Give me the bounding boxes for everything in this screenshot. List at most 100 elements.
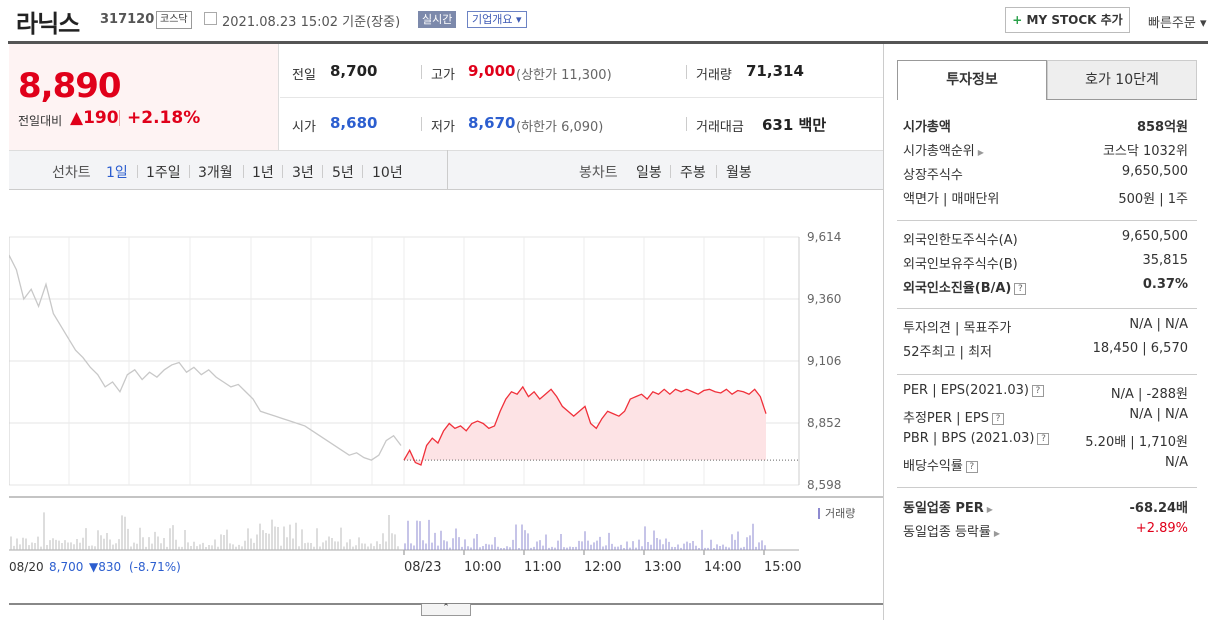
volume-label: 거래량 — [825, 507, 855, 520]
tab-order-book[interactable]: 호가 10단계 — [1047, 60, 1197, 100]
help-icon[interactable]: ? — [965, 461, 978, 473]
top-bar: 라닉스 317120 코스닥 2021.08.23 15:02 기준(장중) 실… — [0, 0, 1214, 42]
quote-separator — [686, 117, 687, 131]
upper-limit: (상한가 11,300) — [516, 68, 612, 83]
tab-separator — [362, 165, 363, 178]
add-mystock-button[interactable]: + MY STOCK 추가 — [1005, 7, 1130, 33]
info-value: 18,450 | 6,570 — [1092, 341, 1188, 356]
stock-name: 라닉스 — [16, 10, 80, 38]
info-label: 외국인한도주식수(A) — [903, 229, 1018, 248]
tab-5years[interactable]: 5년 — [332, 165, 354, 181]
quick-order-dropdown[interactable]: 빠른주문 ▾ — [1148, 16, 1207, 31]
info-label[interactable]: 배당수익률? — [903, 455, 978, 474]
line-chart-label: 선차트 — [52, 165, 91, 181]
info-label[interactable]: PBR | BPS (2021.03)? — [903, 431, 1050, 446]
x-tick-label: 14:00 — [704, 560, 741, 575]
tab-daily-candle[interactable]: 일봉 — [636, 165, 662, 181]
info-label-text: 배당수익률 — [903, 459, 963, 474]
info-label-text: 52주최고 | 최저 — [903, 345, 992, 360]
x-tick-label: 11:00 — [524, 560, 561, 575]
add-mystock-label: MY STOCK 추가 — [1026, 13, 1123, 27]
tab-separator — [243, 165, 244, 178]
prev-close-label: 전일 — [292, 68, 316, 83]
info-value: N/A | N/A — [1129, 407, 1188, 422]
help-icon[interactable]: ? — [1031, 385, 1044, 397]
info-label[interactable]: 시가총액순위 ▶ — [903, 140, 984, 159]
chart-series — [8, 254, 799, 466]
info-label[interactable]: 추정PER | EPS? — [903, 407, 1004, 426]
info-value: N/A — [1165, 455, 1188, 470]
tab-10years[interactable]: 10년 — [372, 165, 403, 181]
change-separator — [119, 110, 120, 126]
price-chart[interactable]: 9,614 9,360 9,106 8,852 8,598 08/23 10:00 11:00… — [8, 190, 883, 605]
info-label[interactable]: 외국인소진율(B/A)? — [903, 277, 1027, 296]
info-value: 9,650,500 — [1121, 229, 1188, 244]
tab-weekly-candle[interactable]: 주봉 — [680, 165, 706, 181]
candle-chart-label: 봉차트 — [579, 165, 618, 181]
amount-label: 거래대금 — [696, 120, 744, 135]
calendar-icon — [204, 12, 217, 25]
today-area — [404, 386, 766, 465]
info-label: 시가총액 — [903, 116, 951, 135]
info-label: 액면가 | 매매단위 — [903, 188, 999, 207]
info-label[interactable]: 동일업종 PER ▶ — [903, 497, 993, 516]
tab-1week[interactable]: 1주일 — [146, 165, 181, 181]
company-overview-dropdown[interactable]: 기업개요 ▾ — [467, 11, 527, 28]
quote-separator — [686, 65, 687, 79]
change-label: 전일대비 — [18, 114, 63, 128]
chevron-right-icon[interactable]: ▶ — [986, 505, 993, 514]
change-amount: ▲190 — [70, 108, 119, 128]
tab-3years[interactable]: 3년 — [292, 165, 314, 181]
info-label-text: 시가총액순위 — [903, 144, 975, 159]
volume-value: 71,314 — [746, 62, 804, 80]
info-label-text: 외국인보유주식수(B) — [903, 257, 1018, 272]
info-label: 투자의견 | 목표주가 — [903, 317, 1011, 336]
tab-1day[interactable]: 1일 — [106, 165, 128, 181]
open-value: 8,680 — [330, 114, 378, 132]
info-value: 코스닥 1032위 — [1102, 144, 1188, 159]
y-tick-label: 8,852 — [807, 416, 841, 430]
info-value: 5.20배 | 1,710원 — [1085, 435, 1188, 450]
y-tick-label: 9,106 — [807, 354, 841, 368]
quote-row-divider — [280, 97, 883, 98]
info-label-text: 액면가 | 매매단위 — [903, 192, 1000, 207]
info-value: 9,650,500 — [1121, 164, 1188, 179]
x-tick-label: 12:00 — [584, 560, 621, 575]
chart-ticks: 9,614 9,360 9,106 8,852 8,598 08/23 10:00 11:00… — [9, 230, 841, 575]
info-label-text: 동일업종 등락률 — [903, 525, 991, 540]
amount-unit: 백만 — [798, 116, 827, 134]
tab-1year[interactable]: 1년 — [252, 165, 274, 181]
info-label-text: 외국인소진율(B/A) — [903, 281, 1012, 296]
chevron-right-icon[interactable]: ▶ — [993, 529, 1001, 538]
collapse-button[interactable]: ⌃ — [421, 604, 471, 616]
info-value: N/A | -288원 — [1110, 387, 1188, 402]
volume-label: 거래량 — [696, 68, 732, 83]
help-icon[interactable]: ? — [1037, 433, 1050, 445]
chart-period-bar — [9, 150, 883, 190]
info-group-divider — [897, 374, 1197, 375]
help-icon[interactable]: ? — [991, 413, 1004, 425]
amount-value: 631 백만 — [762, 114, 826, 135]
info-value: N/A | N/A — [1129, 317, 1188, 332]
info-label: 외국인보유주식수(B) — [903, 253, 1018, 272]
chevron-right-icon[interactable]: ▶ — [977, 148, 984, 157]
y-tick-label: 8,598 — [807, 478, 841, 492]
as-of-time: 2021.08.23 15:02 기준(장중) — [222, 15, 401, 30]
info-label[interactable]: PER | EPS(2021.03)? — [903, 383, 1044, 398]
open-label: 시가 — [292, 120, 316, 135]
tab-investment-info[interactable]: 투자정보 — [897, 60, 1047, 100]
tab-3months[interactable]: 3개월 — [198, 165, 233, 181]
price-box — [9, 44, 279, 150]
info-value: -68.24배 — [1129, 501, 1188, 516]
tab-monthly-candle[interactable]: 월봉 — [726, 165, 752, 181]
period-bar-divider — [447, 150, 448, 190]
investment-info-panel — [883, 44, 1209, 620]
info-label[interactable]: 동일업종 등락률 ▶ — [903, 521, 1000, 540]
y-tick-label: 9,614 — [807, 230, 841, 244]
realtime-button[interactable]: 실시간 — [418, 11, 457, 28]
info-label-text: 외국인한도주식수(A) — [903, 233, 1018, 248]
low-label: 저가 — [431, 120, 455, 135]
help-icon[interactable]: ? — [1014, 283, 1027, 295]
info-value: 35,815 — [1142, 253, 1189, 268]
prev-day-date: 08/20 — [9, 560, 44, 574]
